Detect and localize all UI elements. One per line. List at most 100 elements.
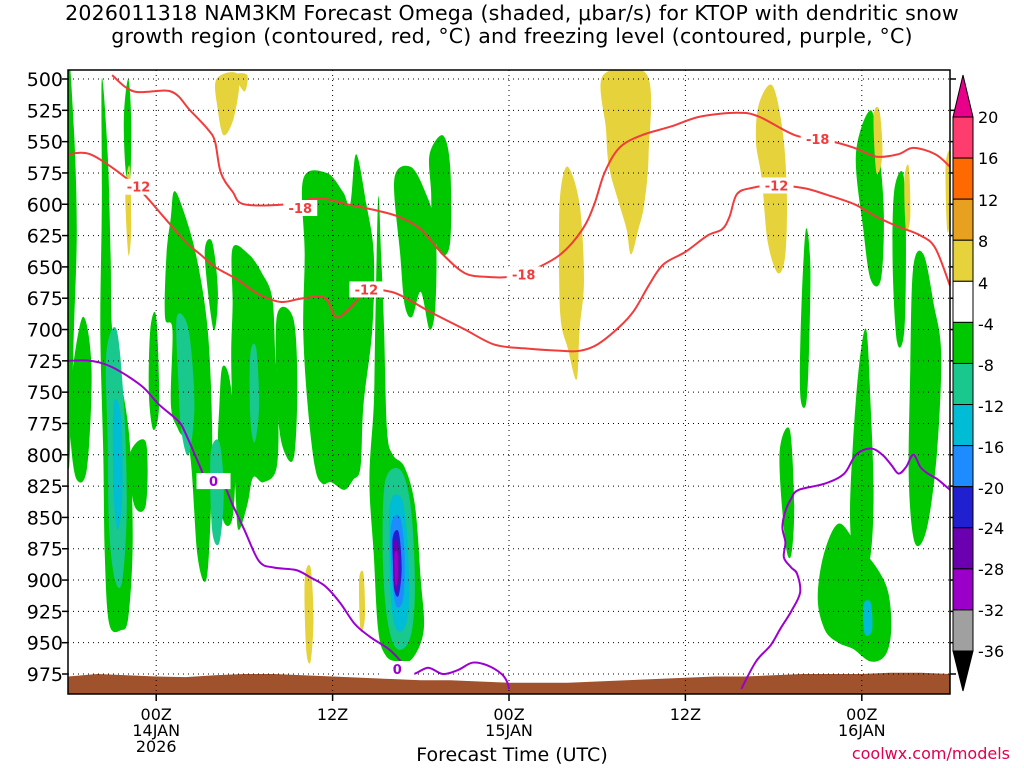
omega-region-3	[123, 78, 132, 194]
terrain-layer	[68, 672, 950, 694]
y-tick-label-825: 825	[27, 476, 63, 498]
dgz-contour-1	[68, 151, 950, 353]
dgz-contour-label-1-1: -12	[355, 283, 379, 298]
omega-region-24	[210, 439, 224, 546]
freezing-contour-label-0-1: 0	[393, 663, 402, 678]
dgz-contour-label-bg-1-1	[349, 281, 384, 298]
y-tick-label-525: 525	[27, 100, 63, 122]
dgz-contour-label-0-0: -18	[289, 202, 313, 217]
colorbar-segment-12	[952, 609, 974, 652]
colorbar-segment-7	[952, 404, 974, 447]
omega-region-21	[817, 523, 892, 662]
freezing-contour-label-bg-0-0	[196, 473, 231, 490]
freezing-contour-label-0-0: 0	[209, 475, 218, 490]
credit-text: coolwx.com/models	[851, 744, 1010, 763]
dgz-contour-label-1-0: -12	[127, 181, 151, 196]
y-tick-label-725: 725	[27, 351, 63, 373]
colorbar-bottom-arrow	[952, 650, 974, 692]
omega-region-37	[304, 564, 314, 664]
y-tick-label-800: 800	[27, 445, 63, 467]
omega-region-43	[904, 164, 911, 232]
colorbar-label-5: -4	[978, 315, 994, 334]
dgz-contour-label-bg-1-2	[759, 177, 794, 194]
dgz-contour-label-1-2: -12	[765, 179, 789, 194]
y-tick-label-650: 650	[27, 257, 63, 279]
y-tick-label-625: 625	[27, 226, 63, 248]
colorbar-label-7: -12	[978, 397, 1004, 416]
colorbar-segment-3	[952, 239, 974, 282]
omega-region-35	[235, 73, 248, 92]
x-tick-label-3-0: 12Z	[670, 705, 701, 724]
colorbar-segment-2	[952, 198, 974, 241]
omega-region-1	[69, 316, 92, 483]
dgz-contour-label-0-2: -18	[806, 133, 830, 148]
colorbar-segment-4	[952, 280, 974, 323]
colorbar-segment-5	[952, 321, 974, 364]
colorbar-label-4: 4	[978, 274, 988, 293]
colorbar-label-13: -36	[978, 642, 1004, 661]
y-tick-label-850: 850	[27, 507, 63, 529]
omega-region-14	[428, 135, 452, 256]
omega-region-20	[799, 228, 811, 408]
y-tick-label-600: 600	[27, 194, 63, 216]
colorbar-top-arrow	[952, 74, 974, 118]
x-tick-label-0-0: 00Z	[141, 705, 172, 724]
omega-region-33	[394, 550, 399, 587]
y-tick-label-675: 675	[27, 288, 63, 310]
omega-region-29	[862, 600, 873, 636]
omega-region-13	[393, 165, 437, 330]
dgz-contour-label-bg-0-1	[506, 266, 541, 283]
colorbar-segment-6	[952, 362, 974, 406]
chart-title: 2026011318 NAM3KM Forecast Omega (shaded…	[0, 2, 1024, 48]
colorbar-label-3: 8	[978, 232, 988, 251]
terrain-fill	[68, 672, 950, 694]
omega-region-25	[249, 343, 260, 443]
omega-region-10	[275, 306, 298, 463]
x-tick-label-0-2: 2026	[136, 737, 177, 756]
omega-region-27	[112, 399, 123, 530]
colorbar-label-0: 20	[978, 108, 998, 127]
colorbar-label-11: -28	[978, 560, 1004, 579]
chart-title-line-1: 2026011318 NAM3KM Forecast Omega (shaded…	[65, 1, 959, 25]
y-tick-label-550: 550	[27, 132, 63, 154]
omega-region-40	[600, 70, 652, 255]
colorbar-label-6: -8	[978, 356, 994, 375]
y-tick-label-925: 925	[27, 601, 63, 623]
y-tick-label-700: 700	[27, 320, 63, 342]
axes-layer: 500 525 550 575 600 625 650 675 700 725 750 775 800 8…	[27, 69, 956, 756]
colorbar-label-8: -16	[978, 438, 1004, 457]
y-tick-label-750: 750	[27, 382, 63, 404]
omega-region-19	[779, 427, 795, 559]
colorbar-segment-9	[952, 486, 974, 529]
freezing-contour-label-bg-0-1	[380, 660, 415, 677]
colorbar-label-2: 12	[978, 191, 998, 210]
omega-region-38	[358, 570, 366, 633]
contour-layer: -18 -18 -18 -12 -12 -12 0 0	[68, 74, 950, 690]
omega-region-17	[892, 170, 906, 348]
y-tick-label-875: 875	[27, 539, 63, 561]
x-axis-label: Forecast Time (UTC)	[416, 744, 608, 766]
y-tick-label-575: 575	[27, 163, 63, 185]
x-tick-label-4-1: 16JAN	[838, 721, 886, 740]
y-tick-label-950: 950	[27, 633, 63, 655]
omega-region-11	[301, 154, 375, 490]
colorbar-segment-10	[952, 527, 974, 570]
x-tick-label-0-1: 14JAN	[132, 721, 180, 740]
x-tick-label-2-0: 00Z	[493, 705, 524, 724]
y-tick-label-775: 775	[27, 413, 63, 435]
y-tick-label-500: 500	[27, 69, 63, 91]
omega-region-23	[176, 313, 195, 456]
colorbar-label-12: -32	[978, 601, 1004, 620]
dgz-contour-label-0-1: -18	[512, 268, 536, 283]
colorbar-segment-8	[952, 445, 974, 488]
colorbar-segment-1	[952, 157, 974, 200]
colorbar-label-9: -20	[978, 479, 1004, 498]
colorbar-segment-11	[952, 568, 974, 611]
dgz-contour-label-bg-0-0	[283, 200, 318, 217]
omega-region-4	[129, 439, 148, 512]
freezing-contour-0	[68, 359, 510, 690]
x-tick-label-2-1: 15JAN	[485, 721, 533, 740]
y-tick-label-900: 900	[27, 570, 63, 592]
x-tick-label-1-0: 12Z	[317, 705, 348, 724]
